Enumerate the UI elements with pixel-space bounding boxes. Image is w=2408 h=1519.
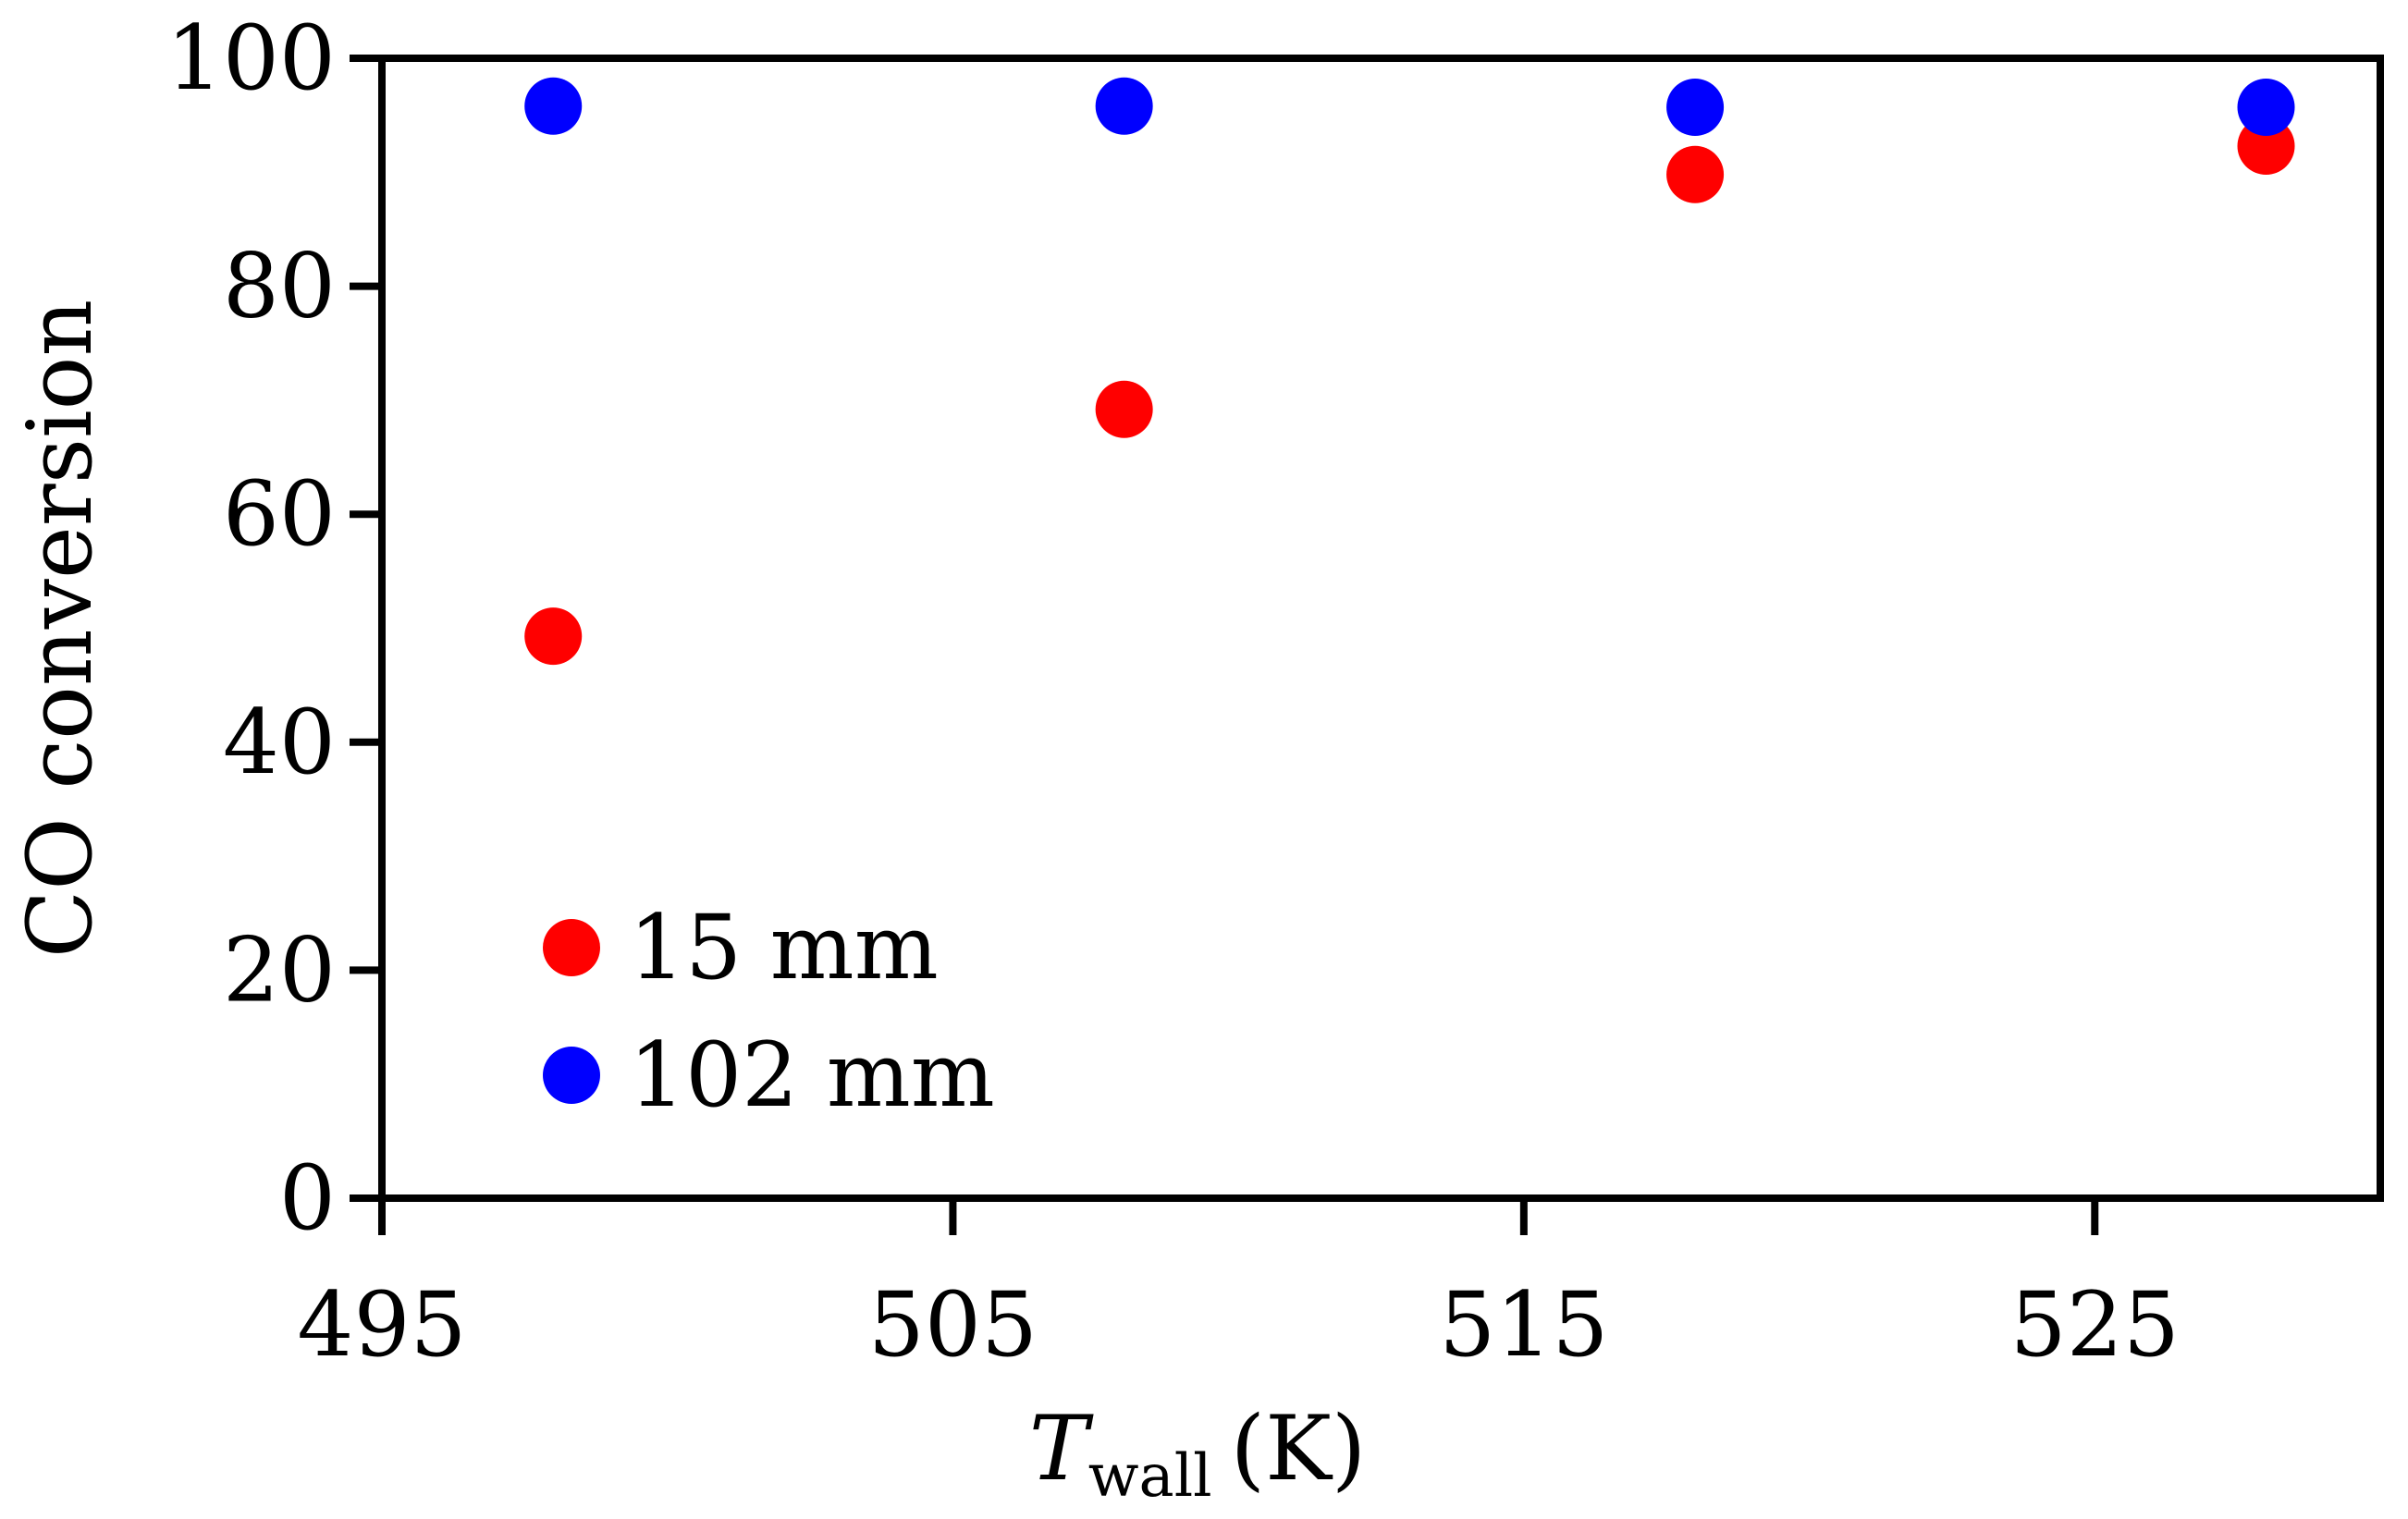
x-axis-unit: (K) xyxy=(1231,1397,1367,1501)
y-tick-label-20: 20 xyxy=(223,918,336,1022)
y-tick-label-40: 40 xyxy=(223,691,336,794)
x-axis-symbol: T xyxy=(1029,1397,1094,1501)
x-axis-ticks: 495 505 515 525 xyxy=(297,1198,2180,1377)
legend-marker-102mm xyxy=(543,1047,600,1104)
y-tick-label-80: 80 xyxy=(223,235,336,338)
data-point-15mm-0 xyxy=(524,607,583,666)
data-point-102mm-0 xyxy=(524,77,583,135)
x-tick-label-525: 525 xyxy=(2010,1273,2180,1377)
data-point-15mm-1 xyxy=(1095,380,1153,438)
y-axis-ticks: 0 20 40 60 80 100 xyxy=(166,6,382,1250)
legend-label-15mm: 15 mm xyxy=(629,896,939,999)
data-point-102mm-2 xyxy=(1666,79,1725,137)
data-points xyxy=(524,77,2295,666)
y-axis-title: CO conversion xyxy=(8,300,112,959)
legend-marker-15mm xyxy=(543,919,600,976)
x-axis-title: Twall (K) xyxy=(1029,1397,1367,1511)
x-tick-label-495: 495 xyxy=(297,1273,466,1377)
y-tick-label-0: 0 xyxy=(279,1146,336,1250)
x-tick-label-515: 515 xyxy=(1439,1273,1608,1377)
legend-label-102mm: 102 mm xyxy=(629,1023,995,1127)
legend: 15 mm 102 mm xyxy=(543,896,995,1127)
y-tick-label-100: 100 xyxy=(166,6,336,110)
data-point-102mm-3 xyxy=(2237,79,2295,137)
data-point-15mm-2 xyxy=(1666,145,1725,203)
y-tick-label-60: 60 xyxy=(223,462,336,566)
plot-frame xyxy=(378,55,2384,1202)
data-point-102mm-1 xyxy=(1095,77,1153,135)
x-tick-label-505: 505 xyxy=(868,1273,1038,1377)
x-axis-subscript: wall xyxy=(1088,1442,1212,1511)
